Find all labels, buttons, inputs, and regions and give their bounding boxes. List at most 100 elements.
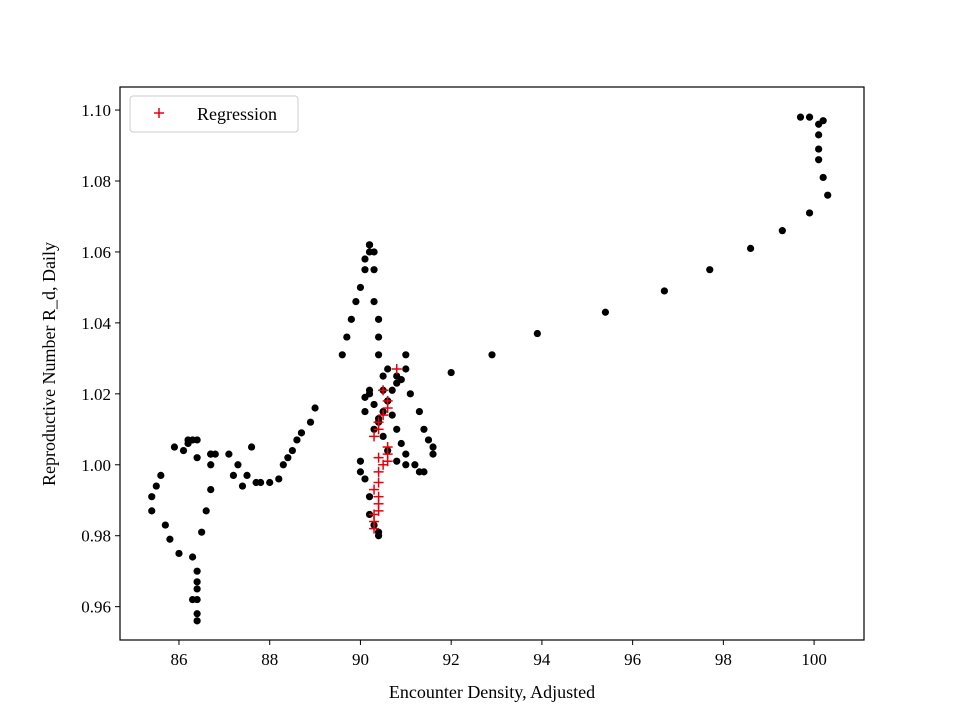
observed-point [429,450,437,458]
observed-point [819,173,827,182]
observed-point [293,436,301,444]
observed-point [447,368,455,377]
x-axis-label: Encounter Density, Adjusted [389,682,595,702]
observed-point [411,461,419,469]
y-tick-label: 1.08 [81,172,111,191]
observed-point [388,386,396,394]
observed-point [796,113,805,121]
regression-point [382,395,393,406]
observed-point [365,241,374,249]
data-points [148,113,832,625]
regression-point [369,431,380,442]
y-tick-label: 1.04 [81,314,111,333]
observed-point [393,457,401,465]
regression-point [391,363,402,374]
x-tick-label: 92 [443,650,460,669]
observed-point [819,117,827,125]
regression-point [373,452,384,463]
observed-point [393,425,401,433]
observed-point [157,471,165,480]
regression-point [373,466,384,477]
observed-point [370,248,378,256]
observed-point [533,329,541,338]
observed-point [175,549,183,558]
observed-point [815,131,823,139]
observed-point [746,244,755,252]
observed-point [193,578,201,586]
observed-point [356,468,365,476]
observed-point [384,365,392,373]
observed-point [815,145,823,153]
plot-area-frame [119,86,865,641]
observed-point [284,454,292,462]
x-tick-label: 98 [715,650,732,669]
y-tick-label: 1.10 [81,101,111,120]
observed-point [193,617,201,625]
observed-point [393,372,401,380]
regression-point [382,442,393,453]
observed-point [402,365,410,373]
observed-point [193,567,201,575]
observed-point [778,227,786,235]
observed-point [379,372,387,380]
observed-point [356,457,365,465]
legend-marker-regression [154,108,164,118]
observed-point [207,461,215,469]
observed-point [148,493,156,501]
observed-point [193,454,201,462]
observed-point [306,418,315,426]
observed-point [279,461,287,469]
observed-point [388,411,396,419]
regression-point [373,477,384,488]
observed-point [365,493,374,501]
legend: Regression [129,95,299,133]
y-axis-label: Reproductive Number R_d, Daily [39,242,59,486]
x-tick-label: 88 [261,650,278,669]
y-tick-label: 1.00 [81,456,111,475]
x-axis-ticks: 86 88 90 92 94 96 98 100 [170,640,827,669]
observed-point [202,507,210,515]
observed-point [402,351,410,359]
observed-point [361,475,369,483]
observed-point [415,407,424,416]
observed-point [311,404,319,412]
observed-point [397,439,405,448]
observed-point [805,209,814,217]
observed-point [297,429,306,437]
observed-point [211,450,219,458]
observed-point [365,386,374,394]
y-tick-label: 0.98 [81,527,111,546]
observed-point [225,450,233,458]
observed-point [234,461,242,469]
x-tick-label: 96 [624,650,641,669]
observed-point [370,298,378,306]
observed-point [374,333,383,341]
observed-point [420,468,428,476]
observed-point [420,425,428,433]
regression-point [373,491,384,502]
observed-point [361,255,369,263]
observed-point [815,156,823,164]
observed-point [660,287,668,295]
observed-point [374,532,383,540]
y-tick-label: 0.96 [81,598,111,617]
observed-point [429,443,437,451]
regression-point [378,385,389,396]
observed-point [170,443,179,451]
observed-point [706,266,714,274]
observed-point [402,461,410,469]
y-tick-label: 1.06 [81,243,111,262]
legend-plus-marker [154,108,164,118]
observed-point [343,333,351,341]
observed-point [288,446,296,455]
observed-point [805,113,814,121]
observed-point [238,482,247,490]
regression-point [378,410,389,421]
observed-point [824,191,832,199]
observed-point [188,553,197,561]
observed-point [198,528,206,536]
observed-point [207,486,215,494]
legend-box [129,95,299,133]
x-tick-label: 90 [352,650,369,669]
